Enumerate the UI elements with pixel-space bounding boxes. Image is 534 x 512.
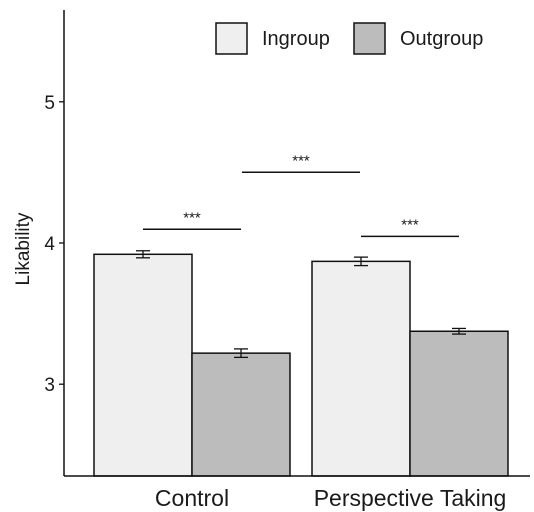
y-tick-label: 4 <box>44 234 55 255</box>
legend-label-outgroup: Outgroup <box>400 28 483 50</box>
significance-label: *** <box>292 152 310 169</box>
legend-label-ingroup: Ingroup <box>262 28 330 50</box>
bar-ingroup-1 <box>311 260 411 477</box>
significance-layer: *** *** *** <box>143 152 459 238</box>
legend: Ingroup Outgroup <box>215 22 483 55</box>
legend-swatch-outgroup <box>353 22 386 55</box>
legend-swatch-ingroup <box>215 22 248 55</box>
axes-layer: 3 4 5 Control Perspective Taking <box>44 10 530 511</box>
x-tick-label: Perspective Taking <box>314 485 507 511</box>
significance-label: *** <box>183 209 201 226</box>
y-axis-label: Likability <box>13 212 34 285</box>
bars-layer <box>93 253 509 477</box>
y-tick-label: 3 <box>44 375 55 396</box>
x-tick-label: Control <box>155 485 229 511</box>
bar-outgroup-1 <box>409 330 509 477</box>
error-bars-layer <box>136 250 466 359</box>
significance-label: *** <box>401 216 419 233</box>
y-tick-label: 5 <box>44 93 55 114</box>
bar-ingroup-0 <box>93 253 193 477</box>
bar-outgroup-0 <box>191 352 291 477</box>
